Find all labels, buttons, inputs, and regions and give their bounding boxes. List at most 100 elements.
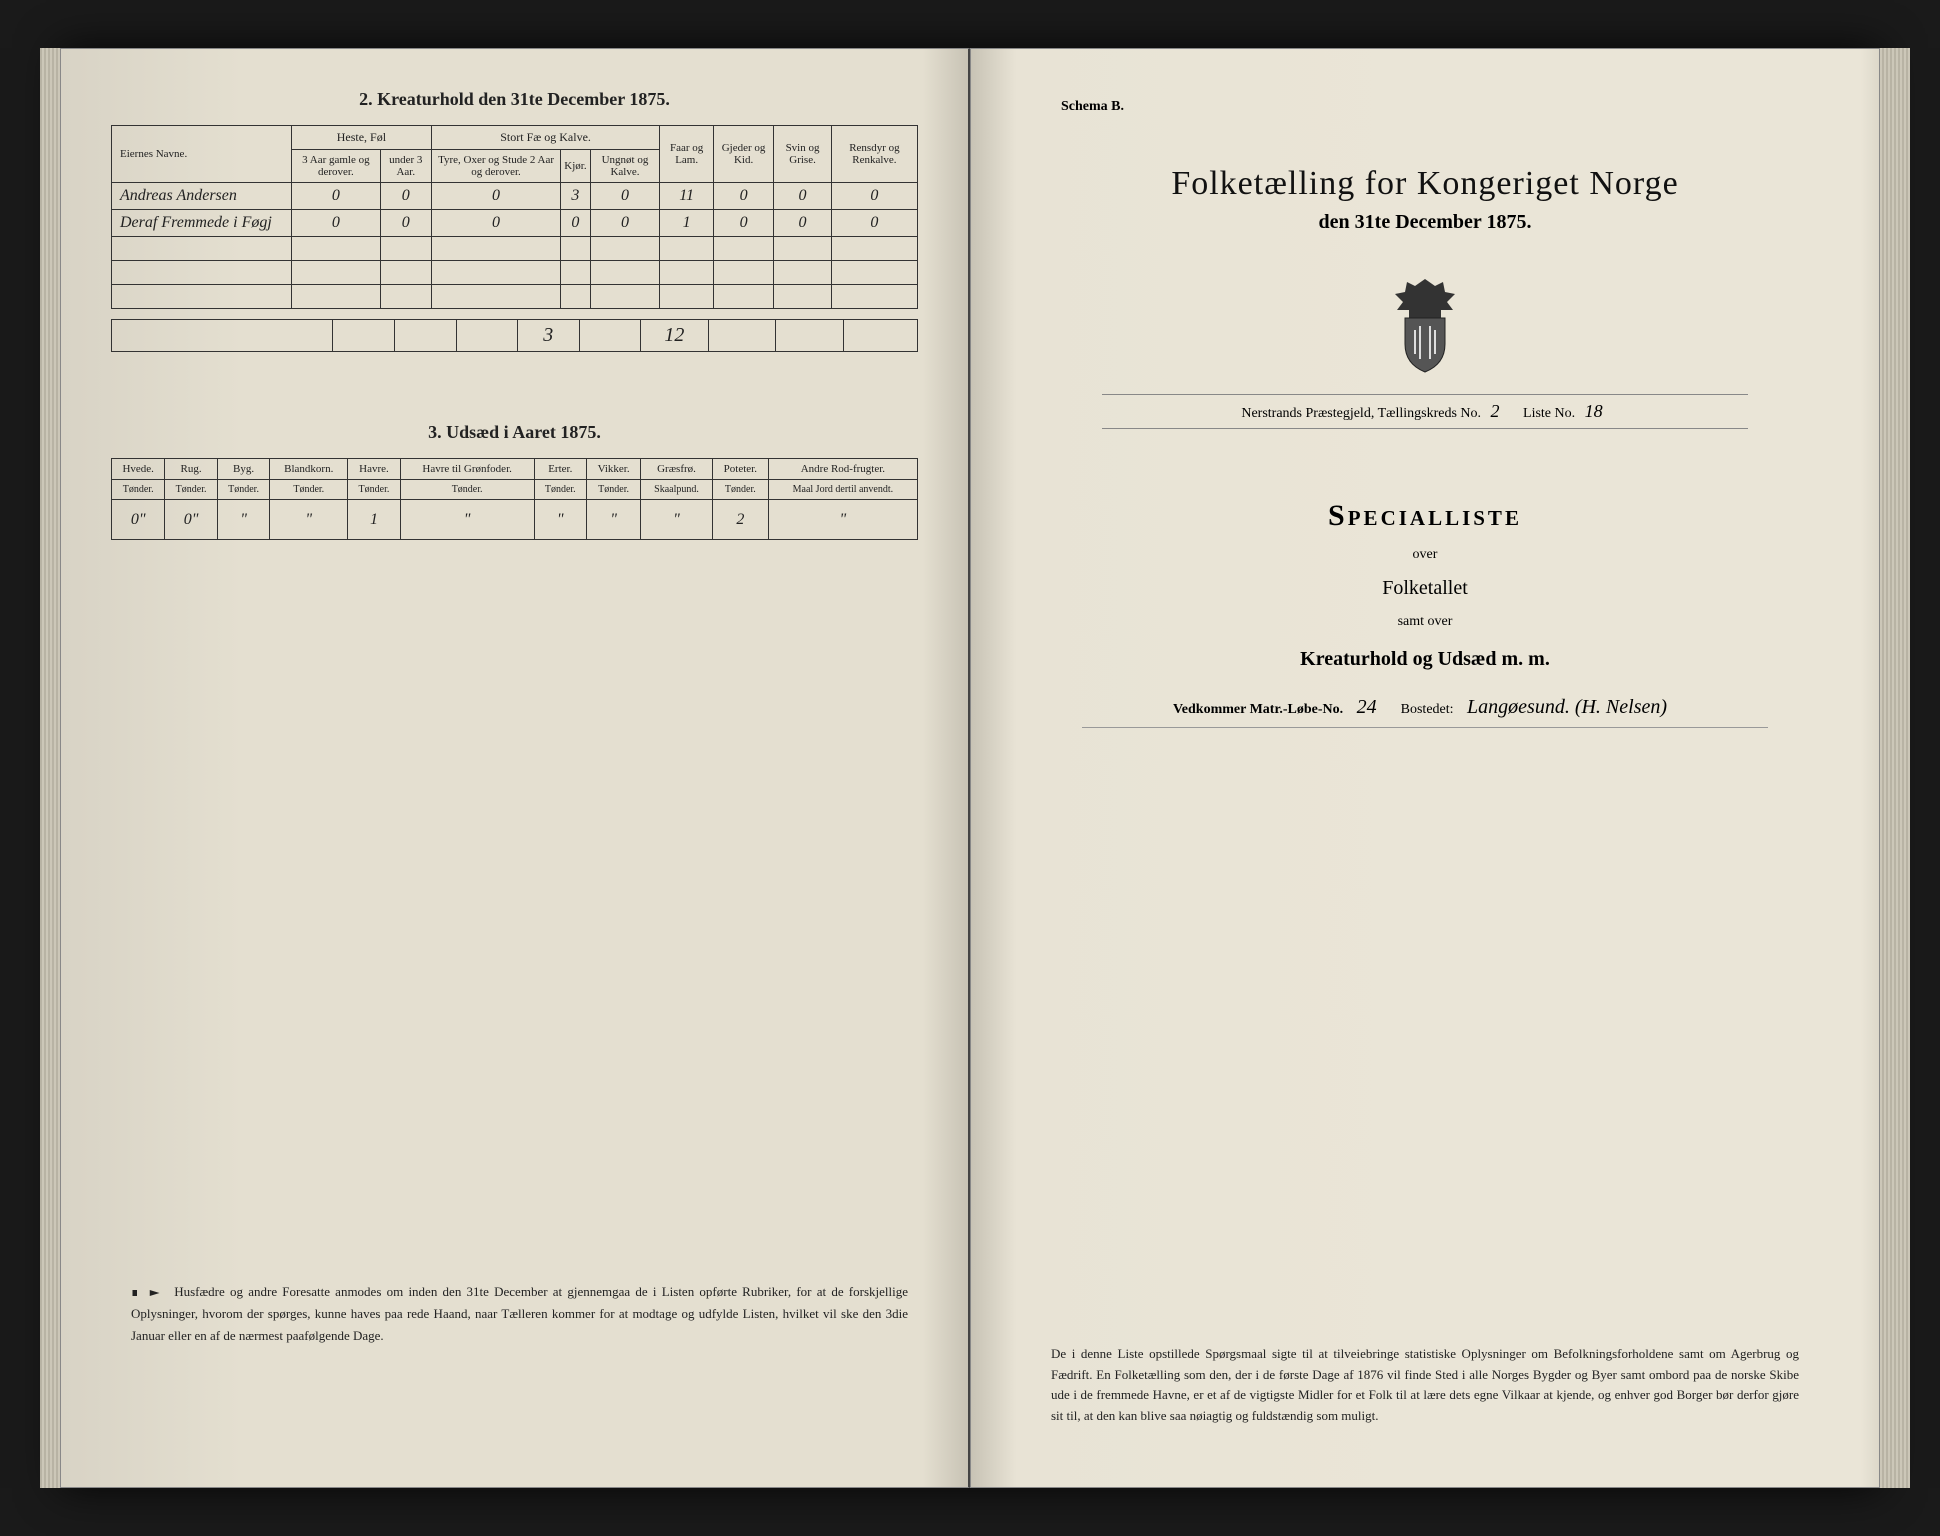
page-edges-right xyxy=(1880,48,1910,1488)
cell: 0 xyxy=(590,210,660,237)
cell-empty xyxy=(774,237,832,261)
udsaed-cell: 1 xyxy=(348,500,400,540)
udsaed-cell: 2 xyxy=(712,500,768,540)
cell: 1 xyxy=(660,210,714,237)
udsaed-cell: 0" xyxy=(165,500,217,540)
cell: 0 xyxy=(713,183,773,210)
cell: 0 xyxy=(292,183,381,210)
cell: 0 xyxy=(380,183,431,210)
parish-label: Nerstrands Præstegjeld, Tællingskreds No… xyxy=(1241,406,1481,421)
total-cell xyxy=(333,320,395,352)
cell-empty xyxy=(660,237,714,261)
bostedet-value: Langøesund. (H. Nelsen) xyxy=(1467,696,1667,718)
cell-empty xyxy=(292,261,381,285)
table-row-empty xyxy=(112,285,918,309)
special-heading: Specialliste xyxy=(1021,499,1829,533)
special-samt: samt over xyxy=(1021,614,1829,630)
cell-empty xyxy=(713,285,773,309)
col-faar: Faar og Lam. xyxy=(660,126,714,183)
table-row-empty xyxy=(112,261,918,285)
udsaed-col-head: Vikker. xyxy=(587,459,641,480)
cell-empty xyxy=(112,237,292,261)
cell-empty xyxy=(831,285,917,309)
cell-empty xyxy=(112,285,292,309)
total-cell xyxy=(456,320,518,352)
book-spread: 2. Kreaturhold den 31te December 1875. E… xyxy=(60,48,1880,1488)
kreaturhold-table: Eiernes Navne. Heste, Føl Stort Fæ og Ka… xyxy=(111,125,918,309)
cell-empty xyxy=(431,285,560,309)
cell-empty xyxy=(660,285,714,309)
cell: 0 xyxy=(831,210,917,237)
udsaed-cell: " xyxy=(217,500,269,540)
udsaed-col-unit: Tønder. xyxy=(348,480,400,500)
udsaed-cell: " xyxy=(534,500,586,540)
page-edges-left xyxy=(40,48,60,1488)
special-over: over xyxy=(1021,547,1829,563)
udsaed-col-unit: Maal Jord dertil anvendt. xyxy=(768,480,917,500)
col-svin: Svin og Grise. xyxy=(774,126,832,183)
total-cell xyxy=(776,320,844,352)
cell: 0 xyxy=(713,210,773,237)
cell-empty xyxy=(590,261,660,285)
table-row-empty xyxy=(112,237,918,261)
udsaed-cell: " xyxy=(270,500,348,540)
cell-empty xyxy=(380,237,431,261)
udsaed-col-unit: Tønder. xyxy=(712,480,768,500)
cell-empty xyxy=(660,261,714,285)
special-folketallet: Folketallet xyxy=(1021,577,1829,600)
udsaed-col-head: Poteter. xyxy=(712,459,768,480)
cell: 3 xyxy=(561,183,590,210)
total-cell xyxy=(395,320,457,352)
cell: 0 xyxy=(590,183,660,210)
cell: 0 xyxy=(292,210,381,237)
udsaed-cell: " xyxy=(587,500,641,540)
left-footnote-text: Husfædre og andre Foresatte anmodes om i… xyxy=(131,1284,908,1343)
cell-empty xyxy=(831,237,917,261)
right-footer-text: De i denne Liste opstillede Spørgsmaal s… xyxy=(1051,1344,1799,1427)
col-heste1: 3 Aar gamle og derover. xyxy=(292,150,381,183)
owner-name: Andreas Andersen xyxy=(112,183,292,210)
matr-no: 24 xyxy=(1357,696,1377,718)
col-stort1: Tyre, Oxer og Stude 2 Aar og derover. xyxy=(431,150,560,183)
bostedet-label: Bostedet: xyxy=(1401,702,1454,717)
table-row: Andreas Andersen0003011000 xyxy=(112,183,918,210)
total-cell xyxy=(844,320,918,352)
liste-label: Liste No. xyxy=(1523,406,1575,421)
cell-empty xyxy=(561,261,590,285)
grp-stort: Stort Fæ og Kalve. xyxy=(431,126,660,150)
left-page: 2. Kreaturhold den 31te December 1875. E… xyxy=(60,48,970,1488)
specialliste-block: Specialliste over Folketallet samt over … xyxy=(1021,499,1829,671)
col-stort3: Ungnøt og Kalve. xyxy=(590,150,660,183)
section3-title: 3. Udsæd i Aaret 1875. xyxy=(111,422,918,443)
table-row: Deraf Fremmede i Føgj000001000 xyxy=(112,210,918,237)
udsaed-table: Hvede.Rug.Byg.Blandkorn.Havre.Havre til … xyxy=(111,458,918,540)
col-ren: Rensdyr og Renkalve. xyxy=(831,126,917,183)
cell: 0 xyxy=(431,183,560,210)
cell-empty xyxy=(380,261,431,285)
cell-empty xyxy=(431,261,560,285)
left-footnote: Husfædre og andre Foresatte anmodes om i… xyxy=(131,1281,908,1347)
cell-empty xyxy=(112,261,292,285)
cell-empty xyxy=(561,237,590,261)
udsaed-cell: " xyxy=(768,500,917,540)
udsaed-col-unit: Tønder. xyxy=(217,480,269,500)
total-cell: 12 xyxy=(641,320,709,352)
schema-label: Schema B. xyxy=(1061,99,1829,115)
pointing-hand-icon xyxy=(131,1285,161,1301)
udsaed-col-head: Havre. xyxy=(348,459,400,480)
udsaed-col-unit: Tønder. xyxy=(534,480,586,500)
udsaed-cell: " xyxy=(641,500,713,540)
udsaed-col-unit: Tønder. xyxy=(270,480,348,500)
udsaed-col-head: Andre Rod-frugter. xyxy=(768,459,917,480)
cell-empty xyxy=(561,285,590,309)
udsaed-col-unit: Tønder. xyxy=(165,480,217,500)
cell-empty xyxy=(774,261,832,285)
udsaed-cell: " xyxy=(400,500,534,540)
udsaed-col-unit: Tønder. xyxy=(587,480,641,500)
udsaed-col-head: Rug. xyxy=(165,459,217,480)
coat-of-arms-icon xyxy=(1385,274,1465,374)
right-page: Schema B. Folketælling for Kongeriget No… xyxy=(970,48,1880,1488)
cell-empty xyxy=(292,285,381,309)
udsaed-col-head: Byg. xyxy=(217,459,269,480)
udsaed-col-head: Havre til Grønfoder. xyxy=(400,459,534,480)
